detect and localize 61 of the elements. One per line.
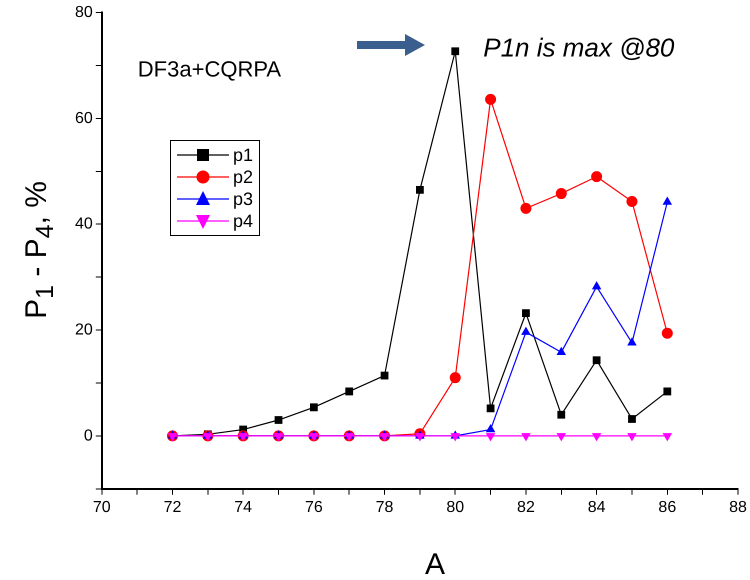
point	[628, 415, 636, 423]
point	[592, 433, 602, 442]
point	[521, 326, 531, 335]
x-tick-label: 78	[376, 498, 394, 516]
point	[627, 337, 637, 346]
x-tick-label: 82	[517, 498, 535, 516]
point	[662, 328, 673, 339]
point	[416, 186, 424, 194]
point	[274, 433, 284, 442]
point	[485, 94, 496, 105]
y-tick-label: 80	[75, 4, 93, 22]
x-tick-label: 88	[729, 498, 747, 516]
point	[556, 188, 567, 200]
point	[450, 433, 460, 442]
point	[310, 403, 318, 412]
point	[344, 433, 354, 442]
x-tick-label: 84	[588, 498, 606, 516]
x-tick-label: 86	[658, 498, 676, 516]
point	[309, 433, 319, 442]
point	[380, 372, 388, 380]
point	[450, 372, 461, 384]
point	[486, 404, 494, 412]
y-tick-label: 20	[75, 321, 93, 338]
point	[238, 433, 248, 442]
x-tick-label: 70	[92, 498, 111, 516]
point	[556, 433, 566, 442]
point	[345, 388, 354, 396]
point	[592, 281, 602, 290]
x-axis-title: A	[424, 548, 446, 580]
legend-label: p2	[233, 166, 254, 188]
point	[557, 410, 566, 419]
y-tick-label: 0	[84, 427, 93, 444]
point	[627, 433, 637, 442]
point	[626, 196, 638, 207]
point	[274, 416, 282, 424]
point	[592, 356, 601, 364]
point	[662, 196, 672, 205]
legend-label: p1	[233, 144, 254, 166]
point	[520, 202, 532, 214]
y-tick-label: 40	[75, 216, 93, 233]
x-tick-label: 76	[304, 498, 323, 516]
point	[556, 346, 566, 356]
point	[663, 388, 672, 396]
x-tick-label: 74	[234, 498, 252, 516]
legend-label: p3	[233, 188, 254, 210]
legend-label: p4	[233, 210, 254, 232]
annotation: P1n is max @80	[483, 32, 675, 62]
point	[662, 433, 672, 442]
point	[591, 171, 602, 182]
x-tick-label: 80	[446, 498, 464, 516]
y-tick-label: 60	[75, 110, 93, 127]
point	[521, 433, 531, 442]
point	[486, 424, 496, 432]
point	[522, 309, 530, 318]
x-tick-label: 72	[164, 498, 182, 516]
point	[451, 47, 460, 56]
point	[380, 433, 390, 442]
point	[415, 433, 425, 442]
point	[203, 433, 213, 442]
point	[486, 433, 496, 442]
annotation: DF3a+CQRPA	[138, 56, 282, 82]
